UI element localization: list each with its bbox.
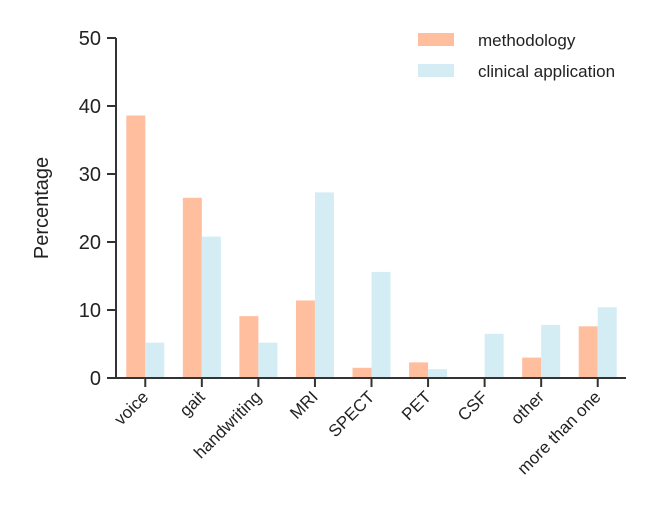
bar-methodology-pet (409, 362, 429, 378)
bar-clinical-application-more-than-one (597, 307, 617, 378)
bar-clinical-application-other (541, 324, 561, 378)
x-tick-label: CSF (454, 387, 491, 424)
legend-label-methodology: methodology (478, 31, 576, 50)
y-tick-label: 30 (79, 164, 101, 186)
bar-clinical-application-gait (201, 236, 221, 378)
bar-methodology-mri (295, 300, 315, 378)
x-tick-label: MRI (286, 387, 321, 422)
y-tick-label: 0 (90, 368, 101, 390)
bar-methodology-voice (126, 115, 146, 379)
legend-swatch-clinical-application (418, 64, 454, 77)
bar-clinical-application-handwriting (258, 342, 278, 378)
y-tick-label: 20 (79, 232, 101, 254)
legend-swatch-methodology (418, 33, 454, 46)
y-ticks: 0 10 20 30 40 50 (79, 28, 116, 390)
bar-methodology-other (522, 357, 542, 378)
x-tick-label: gait (176, 387, 209, 420)
bar-methodology-spect (352, 367, 372, 378)
x-tick-label: voice (111, 387, 152, 428)
legend-label-clinical-application: clinical application (478, 62, 615, 81)
bar-methodology-gait (182, 197, 202, 378)
y-axis-title: Percentage (31, 157, 53, 259)
bar-clinical-application-voice (145, 342, 165, 378)
bars-layer (126, 115, 617, 379)
y-tick-label: 10 (79, 300, 101, 322)
x-tick-label: other (507, 387, 548, 428)
bar-methodology-more-than-one (578, 326, 598, 378)
x-tick-label: PET (398, 387, 435, 424)
bar-clinical-application-spect (371, 271, 391, 378)
x-ticks (144, 378, 599, 387)
bar-methodology-handwriting (239, 316, 259, 378)
bar-clinical-application-mri (314, 192, 334, 378)
bar-clinical-application-pet (428, 369, 448, 378)
legend: methodology clinical application (418, 31, 615, 81)
x-tick-label: SPECT (325, 387, 379, 441)
y-tick-label: 50 (79, 28, 101, 50)
y-tick-label: 40 (79, 96, 101, 118)
bar-clinical-application-csf (484, 333, 504, 378)
